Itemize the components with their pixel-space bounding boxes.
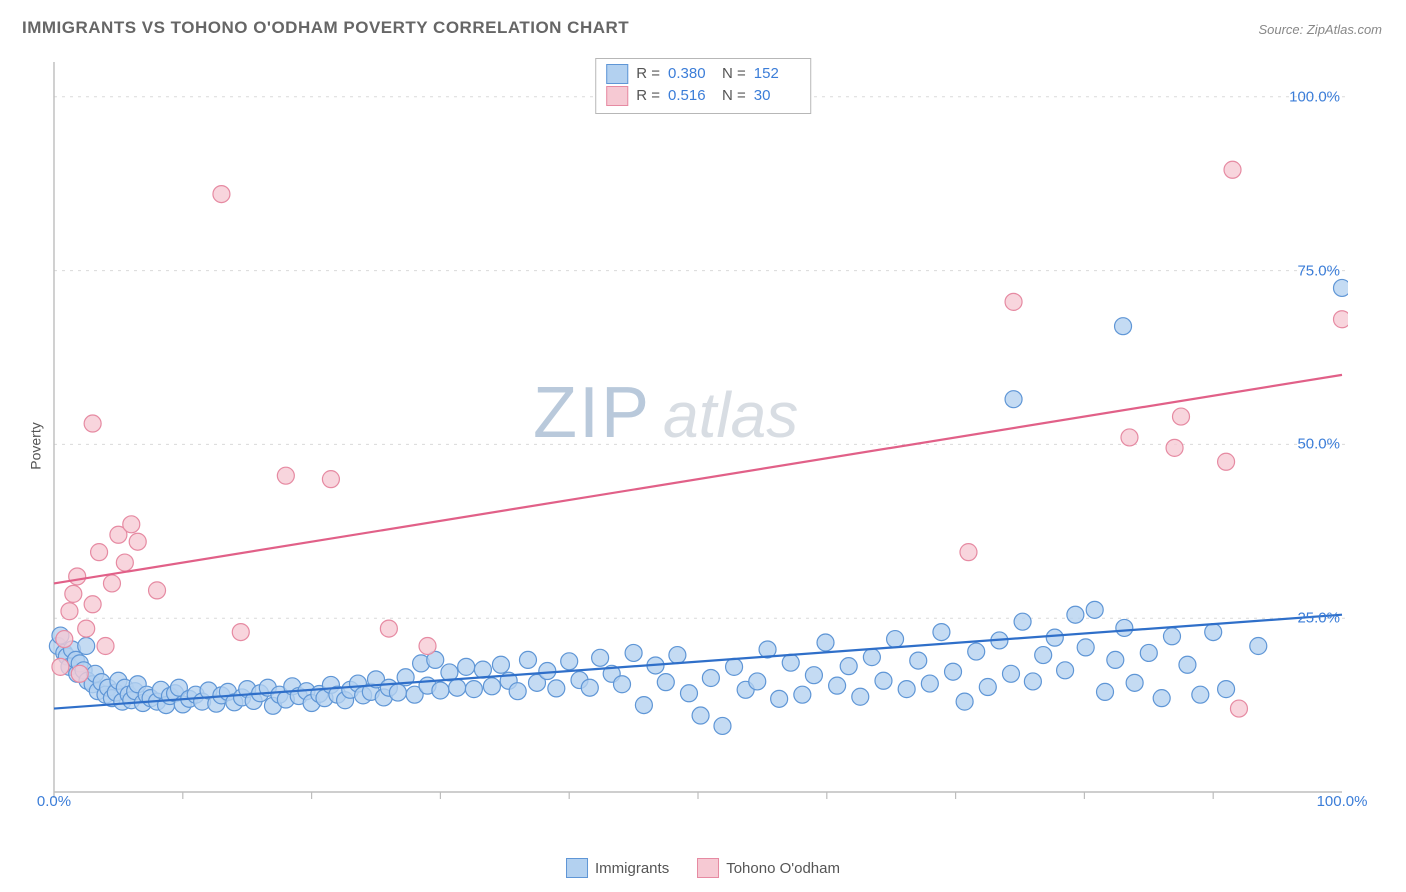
plot-area: ZIP atlas 25.0%50.0%75.0%100.0%0.0%100.0… xyxy=(48,52,1348,822)
x-tick-label: 100.0% xyxy=(1317,793,1368,810)
legend-n-label: N = xyxy=(722,85,746,107)
legend-r-label: R = xyxy=(636,85,660,107)
legend-n-value: 152 xyxy=(754,63,800,85)
y-tick-label: 50.0% xyxy=(1297,436,1340,453)
legend-r-value: 0.516 xyxy=(668,85,714,107)
legend-series-item: Tohono O'odham xyxy=(697,858,840,878)
legend-swatch xyxy=(566,858,588,878)
legend-swatch xyxy=(697,858,719,878)
chart-title: IMMIGRANTS VS TOHONO O'ODHAM POVERTY COR… xyxy=(22,18,629,38)
y-tick-label: 25.0% xyxy=(1297,610,1340,627)
legend-stats: R = 0.380 N = 152 R = 0.516 N = 30 xyxy=(595,58,811,114)
legend-n-label: N = xyxy=(722,63,746,85)
legend-swatch xyxy=(606,86,628,106)
x-tick-label: 0.0% xyxy=(37,793,71,810)
legend-stats-row: R = 0.516 N = 30 xyxy=(606,85,800,107)
legend-series: Immigrants Tohono O'odham xyxy=(566,858,840,878)
legend-series-label: Immigrants xyxy=(595,860,669,877)
legend-n-value: 30 xyxy=(754,85,800,107)
legend-swatch xyxy=(606,64,628,84)
y-tick-label: 75.0% xyxy=(1297,262,1340,279)
scatter-svg xyxy=(48,52,1348,822)
source-label: Source: ZipAtlas.com xyxy=(1258,22,1382,37)
legend-r-label: R = xyxy=(636,63,660,85)
y-tick-label: 100.0% xyxy=(1289,88,1340,105)
legend-series-item: Immigrants xyxy=(566,858,669,878)
legend-stats-row: R = 0.380 N = 152 xyxy=(606,63,800,85)
y-axis-label: Poverty xyxy=(28,422,44,469)
legend-r-value: 0.380 xyxy=(668,63,714,85)
legend-series-label: Tohono O'odham xyxy=(726,860,840,877)
